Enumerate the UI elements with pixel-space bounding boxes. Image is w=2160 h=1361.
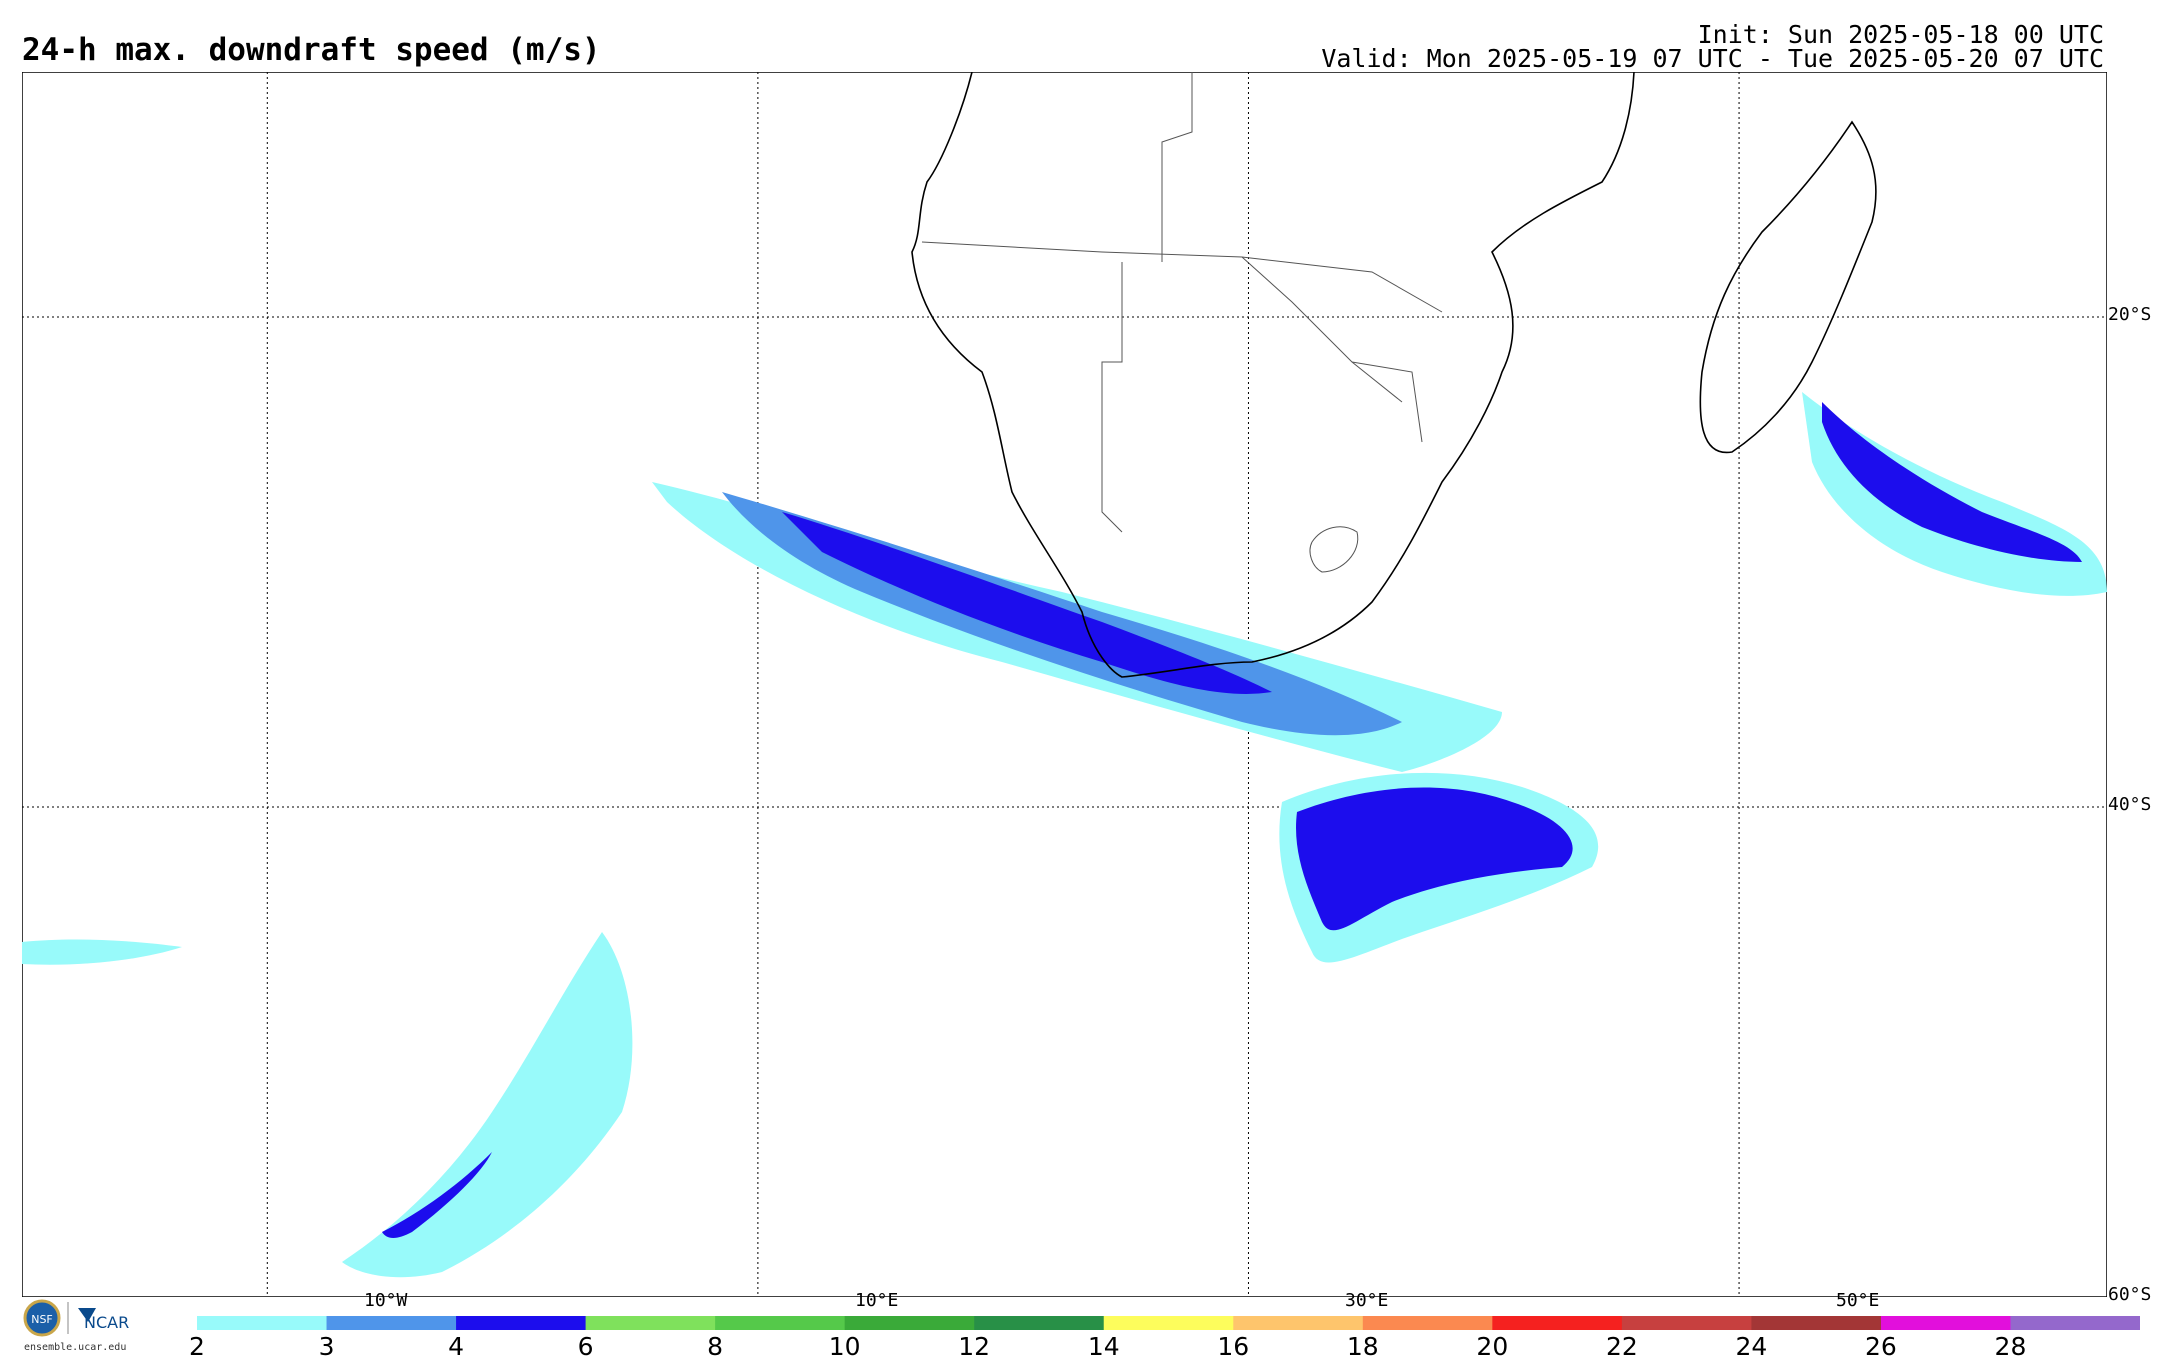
colorbar-tick-8: 16 bbox=[1217, 1332, 1250, 1361]
colorbar-segment-14 bbox=[2010, 1316, 2140, 1330]
colorbar-tick-3: 6 bbox=[577, 1332, 594, 1361]
colorbar-segment-2 bbox=[456, 1316, 587, 1330]
colorbar-segment-5 bbox=[844, 1316, 975, 1330]
colorbar-segment-3 bbox=[585, 1316, 716, 1330]
africa-coastline bbox=[911, 72, 1635, 678]
ncar-mark-icon bbox=[78, 1308, 96, 1322]
ensemble-url: ensemble.ucar.edu bbox=[24, 1342, 126, 1353]
colorbar-segment-0 bbox=[197, 1316, 328, 1330]
colorbar-tick-12: 24 bbox=[1735, 1332, 1768, 1361]
map-title: 24-h max. downdraft speed (m/s) bbox=[22, 32, 601, 68]
colorbar-segment-9 bbox=[1362, 1316, 1493, 1330]
colorbar-segment-13 bbox=[1880, 1316, 2011, 1330]
downdraft-cluster-east-core bbox=[1822, 402, 2082, 562]
country-borders bbox=[921, 72, 1443, 573]
lon-label-10w: 10°W bbox=[364, 1290, 408, 1311]
downdraft-band-main-core bbox=[782, 512, 1272, 694]
map-panel bbox=[22, 72, 2107, 1297]
lon-label-30e: 30°E bbox=[1345, 1290, 1389, 1311]
init-time: Init: Sun 2025-05-18 00 UTC bbox=[1697, 20, 2104, 49]
colorbar-segment-8 bbox=[1233, 1316, 1364, 1330]
colorbar-segment-10 bbox=[1492, 1316, 1623, 1330]
valid-time: Valid: Mon 2025-05-19 07 UTC - Tue 2025-… bbox=[1321, 44, 2104, 73]
colorbar-tick-9: 18 bbox=[1346, 1332, 1379, 1361]
graticule bbox=[22, 72, 2107, 1297]
colorbar-tick-11: 22 bbox=[1605, 1332, 1638, 1361]
lat-label-60s: 60°S bbox=[2108, 1284, 2152, 1305]
lon-label-50e: 50°E bbox=[1836, 1290, 1880, 1311]
colorbar-segment-6 bbox=[974, 1316, 1105, 1330]
colorbar bbox=[197, 1316, 2140, 1330]
coastlines bbox=[911, 72, 1877, 678]
lat-label-20s: 20°S bbox=[2108, 304, 2152, 325]
downdraft-streaks-sw bbox=[342, 932, 633, 1278]
colorbar-segment-7 bbox=[1103, 1316, 1234, 1330]
colorbar-tick-10: 20 bbox=[1476, 1332, 1509, 1361]
colorbar-tick-4: 8 bbox=[707, 1332, 724, 1361]
colorbar-tick-7: 14 bbox=[1087, 1332, 1120, 1361]
madagascar-coastline bbox=[1699, 120, 1877, 454]
colorbar-tick-1: 3 bbox=[318, 1332, 335, 1361]
colorbar-segment-12 bbox=[1751, 1316, 1882, 1330]
colorbar-segment-11 bbox=[1621, 1316, 1752, 1330]
downdraft-field bbox=[22, 392, 2107, 1278]
downdraft-west-fringe bbox=[22, 939, 182, 965]
colorbar-tick-2: 4 bbox=[448, 1332, 465, 1361]
colorbar-segment-4 bbox=[715, 1316, 846, 1330]
nsf-ncar-logo: NSF NCAR ensemble.ucar.edu bbox=[23, 1299, 129, 1353]
downdraft-streaks-sw-core bbox=[382, 1152, 492, 1238]
colorbar-tick-0: 2 bbox=[189, 1332, 205, 1361]
nsf-logo-text: NSF bbox=[31, 1313, 53, 1326]
lat-label-40s: 40°S bbox=[2108, 794, 2152, 815]
lon-label-10e: 10°E bbox=[855, 1290, 899, 1311]
colorbar-tick-13: 26 bbox=[1865, 1332, 1897, 1361]
colorbar-tick-6: 12 bbox=[958, 1332, 991, 1361]
colorbar-tick-14: 28 bbox=[1994, 1332, 2027, 1361]
colorbar-tick-5: 10 bbox=[828, 1332, 861, 1361]
colorbar-segment-1 bbox=[326, 1316, 457, 1330]
nsf-seal-icon bbox=[23, 1299, 61, 1337]
ncar-logo-text: NCAR bbox=[84, 1313, 129, 1332]
downdraft-cluster-se-core bbox=[1296, 787, 1573, 931]
